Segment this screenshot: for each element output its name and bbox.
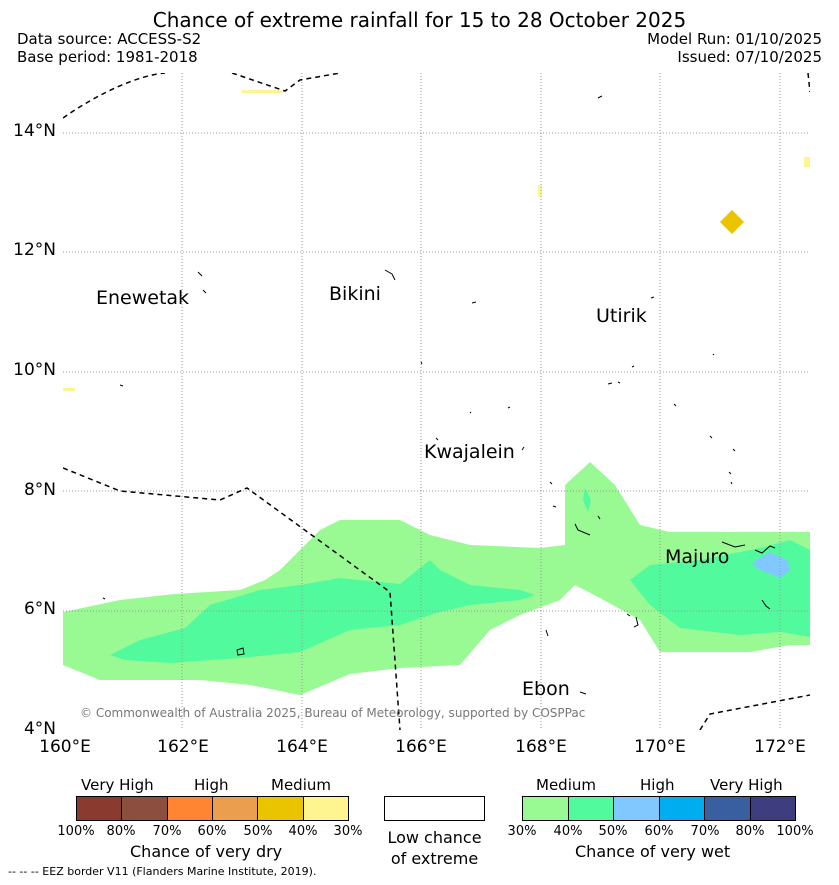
copyright-notice: © Commonwealth of Australia 2025, Bureau… [80,706,586,720]
legend-dry-header: High [194,776,229,794]
legend-dry-header: Very High [81,776,154,794]
legend-dry-tick: 40% [288,824,318,839]
legend-dry-tick: 80% [106,824,136,839]
legend-swatch [212,797,259,820]
legend-dry-header: Medium [271,776,331,794]
wet-40-region [110,560,535,663]
dry-low-region [242,90,282,93]
y-tick-label: 4°N [23,719,56,739]
legend-wet-header: Medium [536,776,596,794]
legend-swatch [303,797,348,820]
x-tick-label: 172°E [754,737,806,757]
place-label-ebon: Ebon [522,678,570,700]
place-label-utirik: Utirik [596,305,647,327]
y-tick-label: 6°N [23,599,56,619]
rainfall-map [63,73,810,730]
legend-swatch [167,797,213,820]
x-tick-label: 170°E [634,737,686,757]
legend-dry-tick: 30% [333,824,363,839]
legend-low-swatch [384,796,485,821]
place-label-bikini: Bikini [329,283,381,305]
y-tick-label: 12°N [13,240,56,260]
dry-low-region [538,185,542,197]
legend-wet-tick: 40% [553,824,583,839]
legend-wet-colorbar [522,796,796,821]
legend-wet-tick: 50% [598,824,628,839]
model-run-label: Model Run: 01/10/2025 [647,30,822,48]
rainfall-shading [63,90,810,695]
legend-wet-header: Very High [710,776,783,794]
legend-dry-colorbar [76,796,349,821]
base-period-label: Base period: 1981-2018 [17,48,198,66]
x-tick-label: 164°E [276,737,328,757]
legend-dry-tick: 70% [152,824,182,839]
issued-label: Issued: 07/10/2025 [677,48,822,66]
place-label-kwajalein: Kwajalein [424,441,515,463]
y-tick-label: 14°N [13,121,56,141]
island-outlines [102,95,776,695]
legend-wet-header: High [640,776,675,794]
x-tick-label: 168°E [515,737,567,757]
eez-footnote: -- -- -- EEZ border V11 (Flanders Marine… [8,865,317,878]
legend-swatch [77,797,123,820]
y-tick-label: 10°N [13,360,56,380]
dry-low-region [804,157,810,167]
x-tick-label: 166°E [395,737,447,757]
legend-wet-tick: 60% [644,824,674,839]
wet-40-region [583,488,591,512]
legend-swatch [258,797,304,820]
map-title: Chance of extreme rainfall for 15 to 28 … [152,8,687,32]
legend-swatch [659,797,705,820]
dry-medium-region [720,210,744,234]
data-source-label: Data source: ACCESS-S2 [17,30,202,48]
legend-swatch [568,797,614,820]
legend-dry-tick: 60% [197,824,227,839]
place-label-enewetak: Enewetak [96,287,190,309]
legend-wet-tick: 30% [507,824,537,839]
legend-dry-caption: Chance of very dry [130,842,283,861]
legend-dry-tick: 50% [243,824,273,839]
x-tick-label: 160°E [39,737,91,757]
dry-low-region [63,388,75,391]
place-label-majuro: Majuro [665,546,730,568]
legend-dry-tick: 100% [57,824,95,839]
eez-border [63,73,810,730]
legend-wet-caption: Chance of very wet [575,842,731,861]
legend-low-caption: of extreme [390,849,479,868]
legend-wet-tick: 100% [776,824,814,839]
legend-low-caption: Low chance [387,828,482,847]
legend-swatch [523,797,569,820]
legend-swatch [705,797,751,820]
legend-wet-tick: 70% [690,824,720,839]
legend-swatch [122,797,168,820]
x-tick-label: 162°E [157,737,209,757]
legend-wet-tick: 80% [735,824,765,839]
y-tick-label: 8°N [23,480,56,500]
legend-swatch [750,797,795,820]
legend-swatch [614,797,660,820]
